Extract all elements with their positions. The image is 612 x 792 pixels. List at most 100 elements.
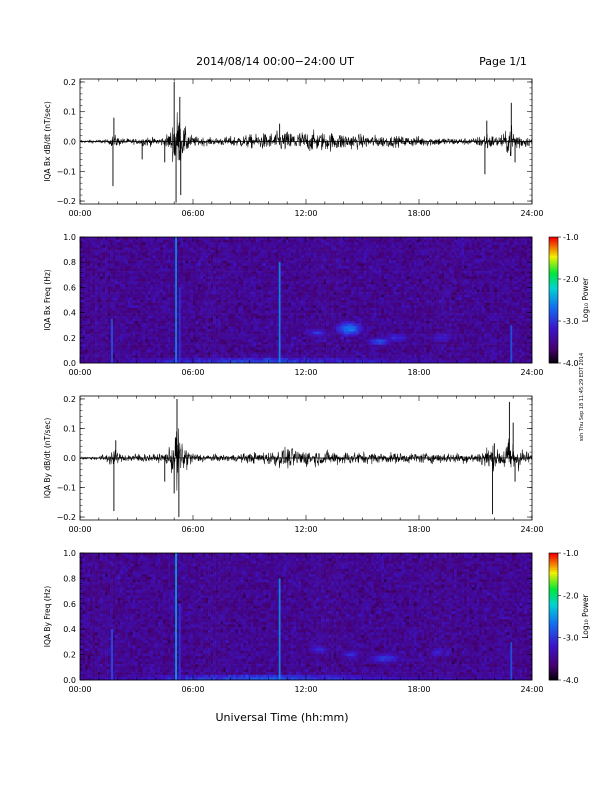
spectrogram-cell: [323, 265, 327, 269]
spectrogram-cell: [205, 271, 209, 275]
spectrogram-cell: [87, 263, 91, 267]
spectrogram-cell: [90, 265, 93, 269]
spectrogram-cell: [318, 271, 322, 275]
spectrogram-cell: [100, 305, 103, 309]
spectrogram-cell: [459, 286, 462, 290]
spectrogram-cell: [446, 250, 450, 254]
spectrogram-cell: [436, 258, 440, 261]
spectrogram-cell: [341, 252, 344, 256]
spectrogram-cell: [90, 237, 93, 240]
spectrogram-cell: [130, 276, 134, 280]
spectrogram-cell: [311, 258, 314, 261]
spectrogram-cell: [240, 289, 244, 293]
spectrogram-cell: [521, 247, 525, 251]
spectrogram-cell: [386, 250, 390, 254]
spectrogram-cell: [331, 286, 334, 290]
spectrogram-cell: [268, 263, 272, 267]
spectrogram-cell: [250, 242, 254, 246]
spectrogram-cell: [268, 268, 272, 272]
spectrogram-cell: [152, 289, 156, 293]
spectrogram-cell: [205, 260, 209, 264]
spectrogram-cell: [122, 265, 126, 269]
spectrogram-cell: [464, 292, 468, 296]
spectrogram-cell: [300, 302, 304, 306]
spectrogram-cell: [529, 255, 533, 259]
spectrogram-cell: [125, 297, 129, 301]
spectrogram-cell: [449, 284, 452, 288]
spectrogram-cell: [499, 255, 503, 259]
spectrogram-cell: [187, 281, 191, 285]
spectrogram-cell: [396, 242, 400, 246]
spectrogram-cell: [152, 273, 156, 277]
spectrogram-cell: [220, 273, 224, 277]
spectrogram-cell: [208, 281, 211, 285]
spectrogram-cell: [419, 273, 422, 277]
spectrogram-cell: [366, 255, 370, 259]
spectrogram-cell: [152, 265, 156, 269]
spectrogram-cell: [180, 297, 184, 301]
spectrogram-cell: [439, 250, 442, 254]
spectrogram-cell: [300, 237, 304, 240]
spectrogram-cell: [280, 250, 284, 254]
spectrogram-cell: [190, 244, 194, 248]
spectrogram-cell: [439, 297, 442, 301]
spectrogram-cell: [436, 271, 440, 275]
spectrogram-cell: [484, 250, 488, 254]
spectrogram-cell: [150, 239, 154, 243]
spectrogram-cell: [215, 297, 219, 301]
spectrogram-cell: [263, 276, 267, 280]
spectrogram-cell: [378, 271, 382, 275]
spectrogram-cell: [203, 255, 206, 259]
spectrogram-cell: [102, 250, 106, 254]
spectrogram-cell: [250, 260, 254, 264]
spectrogram-cell: [172, 255, 176, 259]
spectrogram-cell: [187, 294, 191, 298]
spectrogram-cell: [283, 281, 287, 285]
spectrogram-cell: [268, 302, 272, 306]
spectrogram-cell: [255, 297, 259, 301]
spectrogram-cell: [454, 300, 457, 303]
spectrogram-cell: [434, 258, 437, 261]
spectrogram-cell: [218, 276, 221, 280]
spectrogram-cell: [353, 263, 357, 267]
x-tick-label: 12:00: [294, 209, 317, 218]
spectrogram-cell: [426, 237, 430, 240]
spectrogram-cell: [250, 250, 254, 254]
spectrogram-cell: [471, 305, 475, 309]
spectrogram-cell: [185, 276, 189, 280]
spectrogram-cell: [368, 286, 372, 290]
spectrogram-cell: [240, 244, 244, 248]
spectrogram-cell: [393, 300, 397, 303]
spectrogram-cell: [391, 297, 395, 301]
spectrogram-cell: [193, 292, 196, 296]
spectrogram-cell: [245, 237, 249, 240]
spectrogram-cell: [137, 294, 141, 298]
spectrogram-cell: [122, 302, 126, 306]
spectrogram-cell: [298, 279, 302, 282]
spectrogram-cell: [368, 294, 372, 298]
spectrogram-cell: [295, 242, 299, 246]
spectrogram-cell: [529, 244, 533, 248]
spectrogram-cell: [265, 302, 269, 306]
spectrogram-cell: [333, 268, 337, 272]
spectrogram-cell: [421, 273, 425, 277]
spectrogram-cell: [363, 260, 367, 264]
spectrogram-cell: [107, 260, 111, 264]
spectrogram-cell: [343, 297, 347, 301]
spectrogram-cell: [323, 258, 327, 261]
spectrogram-cell: [331, 271, 334, 275]
spectrogram-cell: [459, 250, 462, 254]
spectrogram-cell: [150, 237, 154, 240]
spectrogram-cell: [258, 237, 262, 240]
spectrogram-cell: [238, 250, 242, 254]
spectrogram-cell: [509, 252, 513, 256]
spectrogram-cell: [434, 237, 437, 240]
spectrogram-cell: [107, 284, 111, 288]
spectrogram-cell: [140, 284, 144, 288]
spectrogram-cell: [283, 284, 287, 288]
spectrogram-cell: [210, 244, 214, 248]
spectrogram-cell: [454, 297, 457, 301]
spectrogram-cell: [80, 279, 83, 282]
spectrogram-cell: [110, 300, 113, 303]
spectrogram-cell: [416, 247, 420, 251]
